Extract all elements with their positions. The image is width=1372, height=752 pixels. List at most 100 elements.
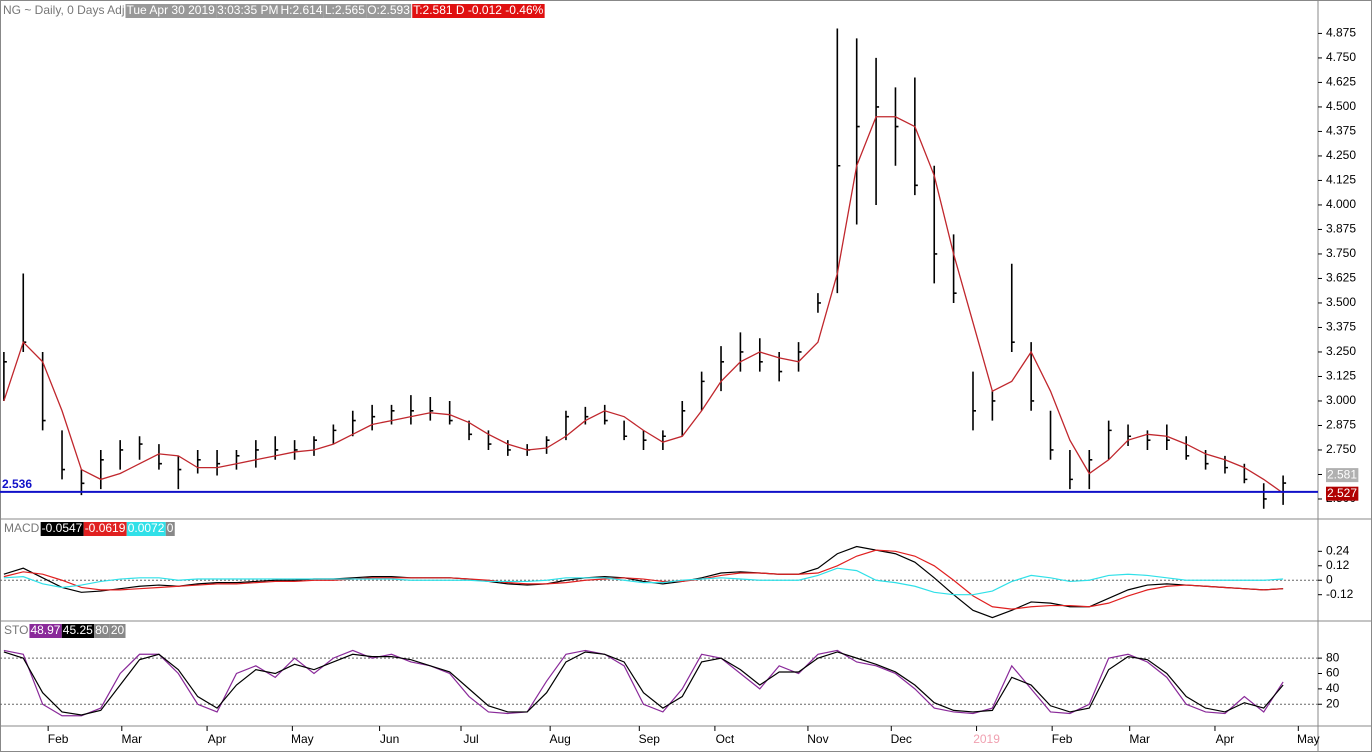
header-date-bg bbox=[125, 4, 217, 18]
y-tick-label: 3.750 bbox=[1326, 246, 1356, 260]
x-tick-label: Mar bbox=[1129, 732, 1150, 746]
x-tick-label: Sep bbox=[639, 732, 661, 746]
ohlc-bar bbox=[429, 397, 434, 421]
ohlc-bar bbox=[3, 351, 7, 401]
ohlc-bar bbox=[1049, 410, 1054, 460]
ohlc-bar bbox=[313, 436, 317, 456]
ohlc-bar bbox=[61, 430, 66, 480]
ohlc-bar bbox=[933, 165, 938, 284]
ohlc-bar bbox=[1282, 475, 1287, 505]
y-tick-label: 4.750 bbox=[1326, 50, 1356, 64]
ohlc-bar bbox=[293, 440, 298, 460]
ohlc-bar bbox=[991, 391, 996, 421]
level-value-bg bbox=[94, 624, 110, 638]
level-value-bg bbox=[165, 522, 175, 536]
y-tick-label: 0.12 bbox=[1326, 558, 1350, 572]
ohlc-bar bbox=[1088, 449, 1093, 490]
y-tick-label: 20 bbox=[1326, 696, 1340, 710]
header-high: H:2.614 bbox=[280, 3, 322, 17]
price-marker: 2.581 bbox=[1327, 467, 1357, 481]
level-value: 80 bbox=[95, 623, 109, 637]
x-tick-label: Dec bbox=[891, 732, 912, 746]
price-marker-bg bbox=[1326, 468, 1359, 483]
ohlc-bar bbox=[332, 424, 337, 445]
ohlc-bar bbox=[119, 440, 124, 470]
indicator-label: STO bbox=[4, 623, 28, 637]
ohlc-bar bbox=[700, 371, 705, 411]
ohlc-bar bbox=[1127, 424, 1132, 447]
ohlc-bar bbox=[468, 420, 473, 441]
y-tick-label: 40 bbox=[1326, 681, 1340, 695]
ohlc-bar bbox=[235, 449, 240, 470]
y-tick-label: -0.12 bbox=[1326, 587, 1354, 601]
ohlc-bar bbox=[681, 400, 686, 437]
ohlc-bar bbox=[99, 449, 104, 490]
ohlc-bar bbox=[778, 351, 783, 382]
ohlc-bar bbox=[1146, 430, 1151, 450]
ohlc-bar bbox=[739, 332, 744, 372]
y-tick-label: 3.000 bbox=[1326, 393, 1356, 407]
ohlc-bar bbox=[584, 406, 589, 425]
ohlc-bar bbox=[758, 338, 763, 372]
indicator-value: -0.0619 bbox=[85, 521, 126, 535]
indicator-value: 0.0072 bbox=[128, 521, 165, 535]
level-value-bg bbox=[109, 624, 126, 638]
ohlc-bar bbox=[817, 293, 821, 313]
header-time-bg bbox=[216, 4, 280, 18]
ohlc-bar bbox=[565, 410, 569, 441]
ohlc-bar bbox=[972, 371, 976, 431]
support-label: 2.536 bbox=[2, 477, 32, 491]
indicator-line bbox=[3, 545, 1284, 619]
ohlc-bar bbox=[216, 449, 221, 476]
ohlc-bar bbox=[371, 404, 376, 431]
ohlc-bar bbox=[1010, 263, 1015, 352]
y-tick-label: 2.750 bbox=[1326, 442, 1356, 456]
y-tick-label: 4.000 bbox=[1326, 197, 1356, 211]
ohlc-bar bbox=[41, 351, 46, 431]
ohlc-bar bbox=[875, 57, 880, 205]
indicator-label: MACD bbox=[4, 521, 40, 535]
header-low: L:2.565 bbox=[325, 3, 365, 17]
y-tick-label: 3.625 bbox=[1326, 271, 1356, 285]
ohlc-bar bbox=[662, 430, 666, 450]
x-tick-label: May bbox=[1297, 732, 1320, 746]
indicator-value-bg bbox=[40, 522, 84, 536]
ohlc-bar bbox=[952, 234, 957, 303]
y-tick-label: 4.250 bbox=[1326, 148, 1356, 162]
price-marker: 2.527 bbox=[1327, 486, 1357, 500]
x-tick-label: Jun bbox=[380, 732, 399, 746]
ohlc-bar bbox=[255, 440, 259, 468]
ohlc-bar bbox=[1107, 420, 1112, 460]
indicator-value: 48.97 bbox=[30, 623, 60, 637]
header-time: 3:03:35 PM bbox=[217, 3, 278, 17]
indicator-value-bg bbox=[61, 624, 95, 638]
x-tick-label: Mar bbox=[121, 732, 142, 746]
ohlc-bar bbox=[410, 395, 414, 425]
x-tick-label: Apr bbox=[1216, 732, 1235, 746]
ohlc-bar bbox=[1030, 342, 1035, 411]
x-tick-label: Aug bbox=[549, 732, 570, 746]
ohlc-bar bbox=[1224, 455, 1228, 474]
ohlc-bar bbox=[1262, 483, 1267, 509]
y-tick-label: 3.875 bbox=[1326, 222, 1356, 236]
x-tick-label: Feb bbox=[48, 732, 69, 746]
level-value: 0 bbox=[167, 521, 174, 535]
y-tick-label: 3.125 bbox=[1326, 369, 1356, 383]
ohlc-bar bbox=[196, 449, 201, 474]
ohlc-bar bbox=[1185, 436, 1190, 460]
ohlc-bar bbox=[158, 444, 162, 470]
indicator-line bbox=[3, 651, 1284, 716]
ohlc-bar bbox=[894, 87, 899, 166]
price-marker-bg bbox=[1326, 486, 1359, 501]
symbol-bg bbox=[2, 4, 126, 18]
indicator-value-bg bbox=[83, 522, 127, 536]
indicator-value: 45.25 bbox=[63, 623, 93, 637]
x-tick-label: Feb bbox=[1052, 732, 1073, 746]
ohlc-bar bbox=[914, 77, 918, 196]
y-tick-label: 4.375 bbox=[1326, 124, 1356, 138]
indicator-value-bg bbox=[126, 522, 166, 536]
y-tick-label: 3.375 bbox=[1326, 320, 1356, 334]
y-tick-label: 60 bbox=[1326, 666, 1340, 680]
